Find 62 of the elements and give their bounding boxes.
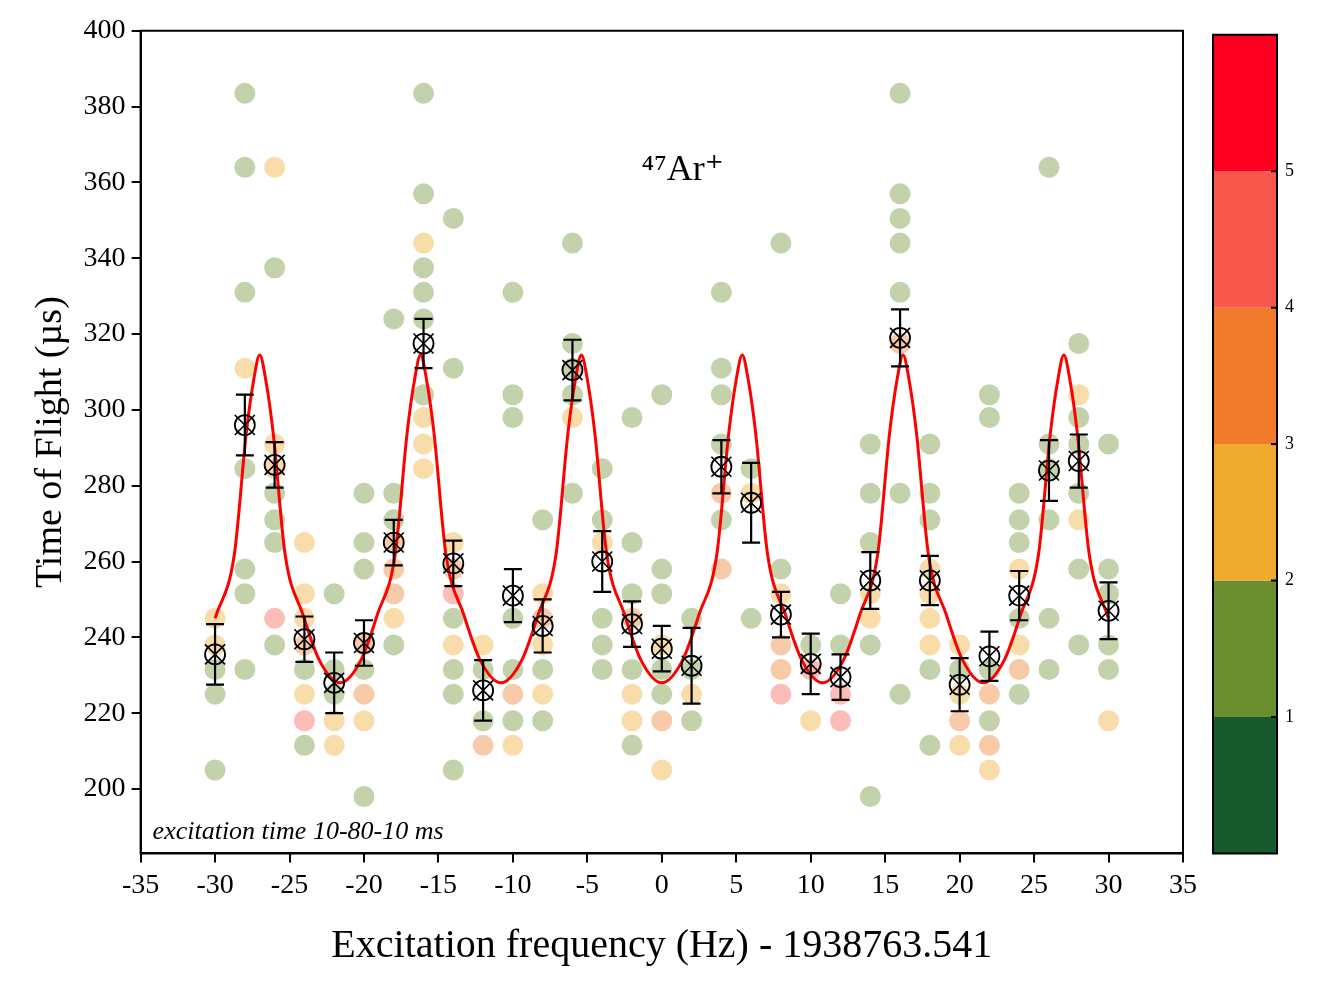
y-tick-label: 320 xyxy=(83,316,126,348)
y-tick-label: 400 xyxy=(83,13,126,45)
annotation: ⁴⁷Ar⁺ xyxy=(641,148,724,189)
point xyxy=(412,332,435,355)
point xyxy=(531,615,554,637)
y-tick-label: 340 xyxy=(83,240,126,272)
y-tick-label: 240 xyxy=(83,619,126,651)
x-axis-title: Excitation frequency (Hz) - 1938763.541 xyxy=(331,920,993,966)
point xyxy=(829,666,852,689)
y-tick-label: 360 xyxy=(83,164,126,196)
color-bar-label: 1 xyxy=(1285,705,1294,726)
point xyxy=(1008,584,1031,607)
point xyxy=(1067,450,1090,472)
x-tick-label: 25 xyxy=(1020,867,1049,899)
point xyxy=(799,652,822,675)
y-tick-label: 260 xyxy=(83,543,126,575)
x-tick-label: 30 xyxy=(1094,867,1123,899)
y-tick-label: 220 xyxy=(83,695,126,727)
point xyxy=(442,552,465,575)
color-bar-label: 5 xyxy=(1285,159,1294,180)
point xyxy=(293,628,316,651)
x-tick-label: 0 xyxy=(654,867,669,899)
point xyxy=(680,654,703,677)
x-tick-label: -25 xyxy=(270,867,309,899)
color-bar-label: 2 xyxy=(1285,569,1294,590)
point xyxy=(263,453,286,476)
point xyxy=(323,671,346,694)
point xyxy=(233,414,256,436)
point xyxy=(889,326,911,349)
point xyxy=(948,673,971,696)
y-tick-label: 300 xyxy=(83,392,126,424)
point xyxy=(918,569,941,592)
x-tick-label: 10 xyxy=(796,867,825,899)
point xyxy=(472,679,494,702)
point xyxy=(591,550,614,573)
x-tick-label: -30 xyxy=(196,867,234,899)
annotation: excitation time 10-80-10 ms xyxy=(152,816,444,846)
y-tick-label: 200 xyxy=(83,771,126,803)
x-tick-label: 15 xyxy=(871,867,900,899)
color-bar-label: 3 xyxy=(1285,432,1294,453)
x-tick-label: -5 xyxy=(575,867,600,899)
point xyxy=(859,569,882,592)
x-tick-label: 5 xyxy=(729,867,744,899)
point xyxy=(770,603,792,626)
color-bar-label: 4 xyxy=(1285,296,1294,317)
point xyxy=(710,455,733,478)
point xyxy=(204,643,226,666)
point xyxy=(740,491,763,514)
point xyxy=(1097,599,1120,622)
x-tick-label: -20 xyxy=(345,867,383,899)
x-tick-label: -35 xyxy=(121,867,160,899)
y-tick-label: 380 xyxy=(83,88,126,120)
point xyxy=(501,584,524,607)
point xyxy=(650,637,673,660)
point xyxy=(621,613,643,635)
y-axis-title: Time of Flight (µs) xyxy=(26,296,70,589)
x-tick-label: 20 xyxy=(945,867,974,899)
x-tick-label: -10 xyxy=(494,867,532,899)
point xyxy=(978,645,1001,668)
x-tick-label: -15 xyxy=(419,867,458,899)
y-tick-label: 280 xyxy=(83,468,126,500)
x-tick-label: 35 xyxy=(1169,867,1197,899)
